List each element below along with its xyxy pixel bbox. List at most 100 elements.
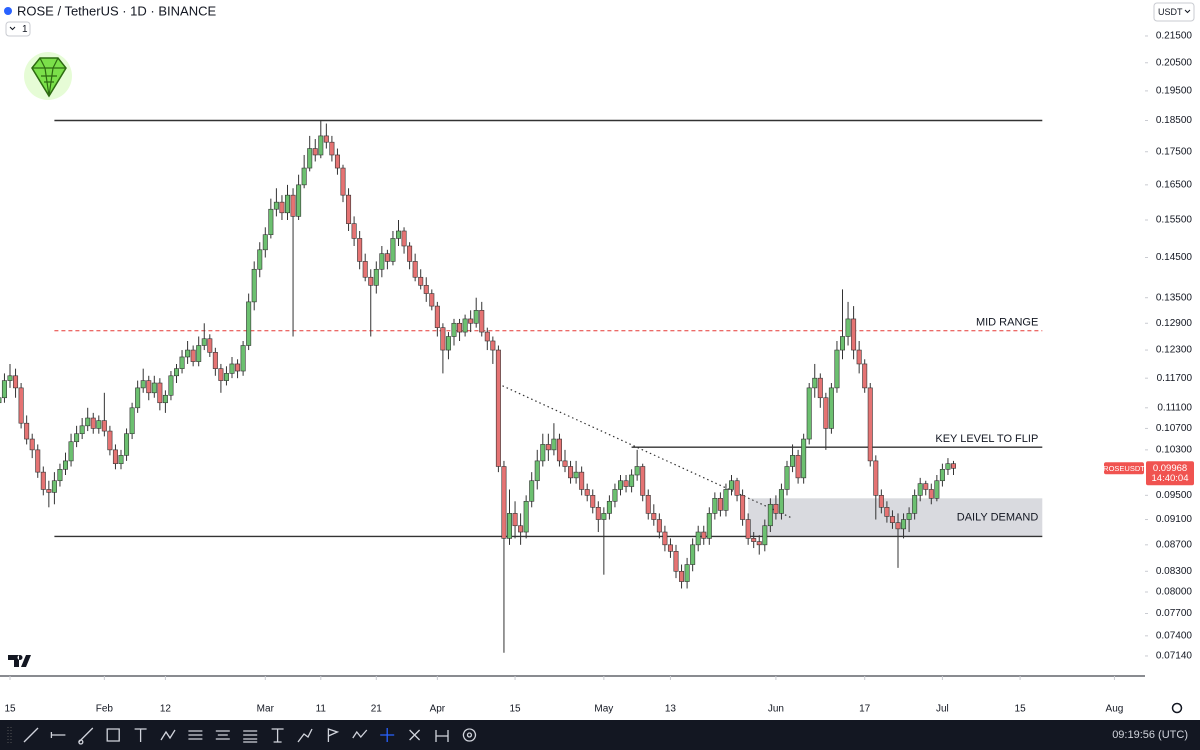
x-tick-label: 12 [160, 704, 172, 715]
candle-body [107, 430, 113, 451]
candle-body [923, 483, 929, 490]
settings-icon[interactable] [1171, 702, 1183, 714]
candle-body [662, 531, 668, 546]
tool-icon[interactable] [188, 730, 203, 740]
y-tick-label: 0.09100 [1156, 514, 1193, 525]
candle-body [190, 349, 196, 362]
candle-body [57, 469, 63, 482]
tool-icons [7, 727, 477, 745]
candle-body [695, 531, 701, 546]
candle-body [939, 469, 945, 482]
candle-body [357, 238, 363, 262]
tool-icon[interactable] [462, 728, 477, 742]
candle-body [495, 349, 501, 467]
y-tick-label: 0.18500 [1156, 115, 1193, 126]
candle-body [323, 135, 329, 143]
x-tick-label: 21 [371, 704, 383, 715]
candle-body [462, 318, 468, 333]
candle-body [24, 422, 30, 440]
y-tick-label: 0.07700 [1156, 608, 1193, 619]
candle-body [856, 349, 862, 365]
candle-body [568, 466, 574, 479]
candle-body [717, 498, 723, 511]
tool-icon[interactable] [106, 728, 120, 742]
candle-body [251, 268, 257, 303]
candle-body [401, 230, 407, 247]
candle-body [407, 245, 413, 262]
candle-body [201, 338, 207, 346]
candle-body [79, 425, 85, 435]
candle-body [767, 503, 773, 527]
currency-button[interactable] [1153, 2, 1195, 22]
candle-body [617, 480, 623, 490]
candle-body [362, 261, 368, 278]
candle-layer [0, 120, 956, 653]
candle-body [290, 194, 296, 217]
tool-icon[interactable] [327, 728, 340, 742]
candle-body [96, 420, 102, 429]
candle-body [101, 420, 107, 432]
candle-body [801, 438, 807, 479]
candle-body [845, 318, 851, 337]
candle-body [473, 310, 479, 324]
candle-body [540, 444, 546, 462]
candle-body [629, 474, 635, 487]
candle-body [590, 495, 596, 508]
tool-icon[interactable] [243, 730, 258, 743]
zone-label: DAILY DEMAND [957, 511, 1039, 523]
candle-body [950, 463, 956, 469]
tool-icon[interactable] [271, 728, 284, 743]
candle-body [512, 513, 518, 527]
candle-body [756, 541, 762, 546]
tool-icon[interactable] [435, 730, 449, 742]
candle-body [595, 507, 601, 520]
tool-icon[interactable] [23, 727, 39, 743]
tool-icon[interactable] [297, 728, 313, 743]
candle-body [329, 141, 335, 156]
candle-body [484, 331, 490, 342]
candle-body [85, 417, 91, 427]
tool-icon[interactable] [352, 729, 368, 739]
y-tick-label: 0.16500 [1156, 179, 1193, 190]
x-tick-label: Apr [430, 704, 446, 715]
interval-count: 1 [22, 24, 28, 35]
tool-icon[interactable] [78, 727, 94, 745]
candle-body [606, 500, 612, 514]
candle-body [346, 194, 352, 224]
candle-body [434, 305, 440, 328]
tool-icon[interactable] [134, 728, 147, 742]
y-tick-label: 0.20500 [1156, 57, 1193, 68]
candle-body [673, 551, 679, 572]
tool-icon[interactable] [215, 730, 230, 740]
candle-body [223, 373, 229, 381]
candle-body [790, 455, 796, 467]
candle-body [712, 498, 718, 514]
tool-icon[interactable] [50, 732, 66, 738]
candle-body [157, 382, 163, 404]
candle-body [445, 336, 451, 351]
interval-pill[interactable] [5, 21, 31, 37]
logo-facets [32, 57, 66, 97]
candle-body [534, 460, 540, 482]
candle-body [551, 438, 557, 451]
candle-body [135, 387, 141, 409]
candle-body [40, 471, 46, 490]
tool-icon[interactable] [409, 729, 421, 741]
y-tick-label: 0.14500 [1156, 252, 1193, 263]
candle-body [229, 363, 235, 374]
candle-body [273, 201, 279, 210]
x-tick-label: Feb [96, 704, 114, 715]
candle-body [828, 387, 834, 429]
candle-body [151, 382, 157, 394]
tool-icon[interactable] [160, 729, 176, 741]
tool-icon[interactable] [380, 728, 395, 742]
candle-body [839, 336, 845, 351]
x-tick-label: 11 [316, 704, 327, 715]
candle-body [196, 345, 202, 362]
candle-body [334, 154, 340, 169]
y-tick-label: 0.17500 [1156, 146, 1193, 157]
candle-body [817, 377, 823, 399]
candle-body [212, 352, 218, 369]
candle-body [584, 489, 590, 496]
